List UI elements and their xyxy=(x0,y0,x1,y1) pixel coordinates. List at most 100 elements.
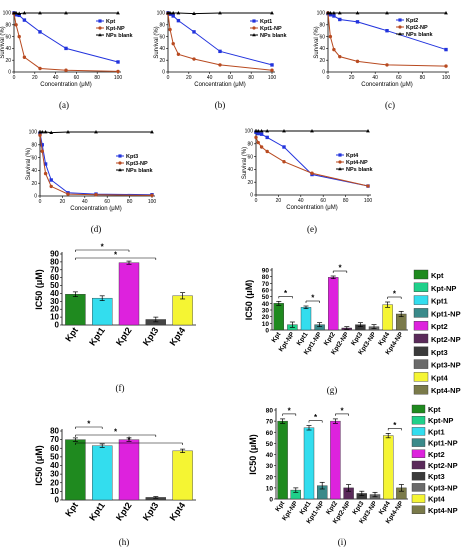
data-point xyxy=(265,135,269,140)
bar xyxy=(273,303,284,331)
significance-star: * xyxy=(101,243,105,252)
legend-swatch xyxy=(413,385,429,395)
x-tick-label: 20 xyxy=(276,198,282,204)
legend-label: Kpt1 xyxy=(428,427,445,436)
legend-label: Kpt1 xyxy=(431,297,448,306)
x-tick-label: 60 xyxy=(228,75,234,81)
y-tick-label: 100 xyxy=(245,129,254,135)
y-tick-label: 50 xyxy=(50,452,59,461)
y-axis-label: IC50 (μM) xyxy=(248,434,258,475)
x-tick-label: 20 xyxy=(60,199,66,205)
significance-star: * xyxy=(338,264,342,273)
y-tick-label: 60 xyxy=(262,288,270,295)
panel-label: (g) xyxy=(327,385,338,395)
legend-swatch xyxy=(411,404,426,414)
x-tick-label: 20 xyxy=(186,75,192,81)
y-tick-label: 30 xyxy=(266,463,274,470)
y-tick-label: 70 xyxy=(50,265,59,274)
x-tick-label: 0 xyxy=(327,75,330,81)
x-axis-label: Concentration (μM) xyxy=(194,82,245,88)
y-tick-label: 0 xyxy=(162,70,165,76)
y-axis-label: Survival (%) xyxy=(242,147,248,179)
y-tick-label: 40 xyxy=(247,167,253,173)
category-label: Kpt1 xyxy=(87,325,107,347)
x-tick-label: 40 xyxy=(82,199,88,205)
legend-marker xyxy=(398,25,402,29)
data-point xyxy=(49,184,53,189)
legend-marker xyxy=(398,32,402,36)
legend-label: NPs blank xyxy=(126,168,154,174)
y-tick-label: 30 xyxy=(50,297,59,306)
legend-label: Kpt4-NP xyxy=(428,506,458,515)
data-point xyxy=(49,130,54,134)
legend-swatch xyxy=(413,359,429,369)
data-point xyxy=(270,10,274,15)
x-axis-label: Concentration (μM) xyxy=(40,82,91,88)
legend-label: Kpt2 xyxy=(406,18,418,24)
x-tick-label: 40 xyxy=(207,75,213,81)
legend-marker xyxy=(98,26,102,30)
panel-label: (c) xyxy=(385,100,395,110)
data-point xyxy=(49,178,53,182)
legend-swatch xyxy=(413,346,429,356)
bar xyxy=(382,304,393,331)
x-tick-label: 80 xyxy=(248,75,254,81)
data-point xyxy=(337,10,342,15)
legend-marker xyxy=(252,33,256,37)
data-point xyxy=(40,149,44,153)
significance-star: * xyxy=(393,290,397,299)
x-tick-label: 0 xyxy=(13,75,16,81)
legend-label: Kpt-NP xyxy=(431,284,456,293)
significance-star: * xyxy=(314,413,318,422)
data-point xyxy=(328,10,333,15)
data-point xyxy=(355,10,360,15)
y-tick-label: 10 xyxy=(50,487,59,496)
y-tick-label: 60 xyxy=(159,34,165,40)
legend-marker xyxy=(398,18,402,22)
x-axis-label: Concentration (μM) xyxy=(70,206,121,212)
y-tick-label: 80 xyxy=(50,427,59,436)
legend-label: Kpt xyxy=(431,271,444,280)
data-point xyxy=(338,54,342,59)
legend-label: Kpt1-NP xyxy=(260,26,282,32)
legend-swatch xyxy=(411,460,426,470)
legend-marker xyxy=(338,153,342,157)
y-tick-label: 20 xyxy=(50,305,59,314)
y-tick-label: 20 xyxy=(266,474,274,481)
legend-label: Kpt2-NP xyxy=(431,335,461,344)
data-point xyxy=(218,10,222,15)
y-tick-label: 50 xyxy=(262,294,270,301)
data-point xyxy=(259,145,264,149)
legend-swatch xyxy=(413,321,429,331)
data-point xyxy=(171,10,176,15)
data-point xyxy=(192,11,196,15)
y-tick-label: 30 xyxy=(262,308,270,315)
bar xyxy=(172,295,193,326)
panel-label: (b) xyxy=(215,100,226,110)
data-point xyxy=(338,17,342,22)
legend-label: Kpt3-NP xyxy=(428,483,458,492)
legend-label: Kpt2-NP xyxy=(406,25,428,31)
bar xyxy=(300,307,312,331)
data-point xyxy=(94,129,98,134)
y-tick-label: 40 xyxy=(50,289,59,298)
y-tick-label: 80 xyxy=(319,23,325,29)
data-point xyxy=(168,27,172,32)
data-point xyxy=(310,171,314,175)
x-tick-label: 100 xyxy=(442,75,451,81)
legend-swatch xyxy=(411,449,426,458)
legend-marker xyxy=(252,19,256,23)
x-tick-label: 20 xyxy=(32,75,38,81)
y-tick-label: 0 xyxy=(55,496,60,505)
data-point xyxy=(332,14,336,18)
x-tick-label: 80 xyxy=(343,198,349,204)
legend-marker xyxy=(118,154,122,158)
significance-star: * xyxy=(288,406,292,415)
y-tick-label: 10 xyxy=(266,485,274,492)
y-tick-label: 60 xyxy=(50,273,59,282)
data-point xyxy=(282,128,286,133)
significance-star: * xyxy=(311,294,315,303)
y-tick-label: 60 xyxy=(266,430,274,437)
data-point xyxy=(265,128,270,133)
legend-label: Kpt3 xyxy=(126,154,138,160)
